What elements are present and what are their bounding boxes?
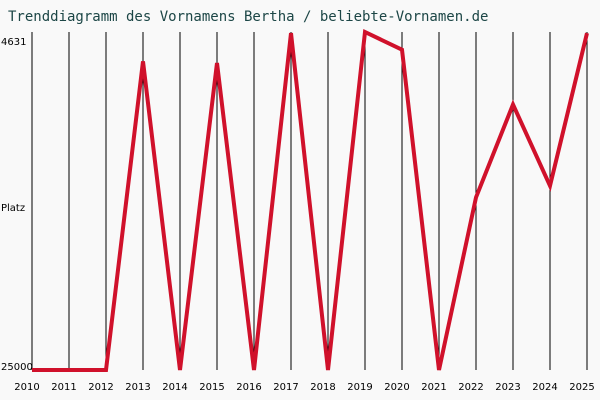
y-tick-label: 25000 [1, 362, 33, 373]
x-tick-label: 2010 [14, 382, 39, 393]
x-tick-label: 2019 [347, 382, 372, 393]
x-tick-label: 2011 [51, 382, 76, 393]
x-tick-label: 2015 [199, 382, 224, 393]
chart-title: Trenddiagramm des Vornamens Bertha / bel… [8, 9, 488, 25]
x-tick-label: 2013 [125, 382, 150, 393]
x-tick-label: 2024 [532, 382, 557, 393]
x-tick-label: 2017 [273, 382, 298, 393]
x-tick-label: 2022 [458, 382, 483, 393]
line [32, 28, 589, 372]
x-tick-label: 2021 [421, 382, 446, 393]
y-tick-label: 4631 [1, 37, 26, 48]
x-tick-label: 2018 [310, 382, 335, 393]
x-tick-label: 2016 [236, 382, 261, 393]
x-tick-label: 2023 [495, 382, 520, 393]
x-tick-label: 2025 [569, 382, 594, 393]
y-axis-label: Platz [1, 203, 25, 214]
x-tick-label: 2020 [384, 382, 409, 393]
x-tick-label: 2012 [88, 382, 113, 393]
x-tick-label: 2014 [162, 382, 187, 393]
